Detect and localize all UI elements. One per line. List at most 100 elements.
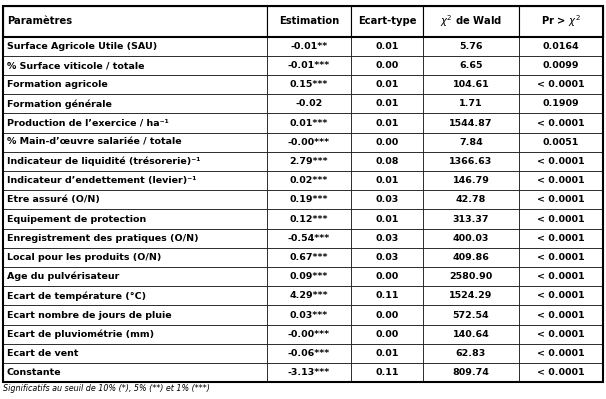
- Bar: [3, 190, 267, 209]
- Bar: [423, 152, 519, 171]
- Text: 6.65: 6.65: [459, 61, 483, 70]
- Bar: [351, 37, 423, 56]
- Text: < 0.0001: < 0.0001: [537, 176, 585, 185]
- Bar: [423, 56, 519, 75]
- Bar: [423, 113, 519, 133]
- Bar: [519, 286, 603, 306]
- Bar: [423, 94, 519, 113]
- Text: 0.01: 0.01: [375, 176, 399, 185]
- Bar: [3, 306, 267, 325]
- Text: 400.03: 400.03: [453, 234, 489, 243]
- Bar: [519, 306, 603, 325]
- Bar: [267, 286, 351, 306]
- Text: -0.00***: -0.00***: [288, 138, 330, 147]
- Text: -0.00***: -0.00***: [288, 330, 330, 339]
- Text: 313.37: 313.37: [453, 215, 489, 223]
- Text: 0.00: 0.00: [375, 138, 399, 147]
- Bar: [351, 286, 423, 306]
- Text: Ecart de pluviométrie (mm): Ecart de pluviométrie (mm): [7, 330, 154, 339]
- Text: < 0.0001: < 0.0001: [537, 80, 585, 89]
- Text: 0.19***: 0.19***: [290, 196, 328, 204]
- Text: 0.02***: 0.02***: [290, 176, 328, 185]
- Text: 0.67***: 0.67***: [290, 253, 328, 262]
- Text: % Surface viticole / totale: % Surface viticole / totale: [7, 61, 144, 70]
- Bar: [267, 344, 351, 363]
- Bar: [351, 75, 423, 94]
- Text: -3.13***: -3.13***: [288, 368, 330, 377]
- Text: 0.03: 0.03: [375, 196, 399, 204]
- Text: 7.84: 7.84: [459, 138, 483, 147]
- Text: 0.00: 0.00: [375, 272, 399, 281]
- Text: 1366.63: 1366.63: [450, 157, 493, 166]
- Text: 0.01: 0.01: [375, 42, 399, 51]
- Text: 140.64: 140.64: [453, 330, 490, 339]
- Text: Etre assuré (O/N): Etre assuré (O/N): [7, 196, 99, 204]
- Bar: [351, 306, 423, 325]
- Text: -0.54***: -0.54***: [288, 234, 330, 243]
- Text: 0.11: 0.11: [375, 368, 399, 377]
- Bar: [3, 133, 267, 152]
- Text: 0.01: 0.01: [375, 349, 399, 358]
- Text: 0.03***: 0.03***: [290, 310, 328, 320]
- Bar: [267, 306, 351, 325]
- Text: < 0.0001: < 0.0001: [537, 253, 585, 262]
- Text: < 0.0001: < 0.0001: [537, 119, 585, 128]
- Bar: [267, 133, 351, 152]
- Text: 0.0099: 0.0099: [543, 61, 579, 70]
- Bar: [351, 267, 423, 286]
- Bar: [351, 344, 423, 363]
- Bar: [423, 190, 519, 209]
- Bar: [351, 363, 423, 382]
- Text: < 0.0001: < 0.0001: [537, 234, 585, 243]
- Text: Pr > $\chi^2$: Pr > $\chi^2$: [541, 13, 581, 29]
- Bar: [267, 94, 351, 113]
- Bar: [267, 37, 351, 56]
- Bar: [423, 171, 519, 190]
- Text: 0.00: 0.00: [375, 330, 399, 339]
- Bar: [423, 37, 519, 56]
- Text: 0.0051: 0.0051: [543, 138, 579, 147]
- Bar: [519, 75, 603, 94]
- Bar: [519, 113, 603, 133]
- Bar: [3, 344, 267, 363]
- Text: 0.00: 0.00: [375, 310, 399, 320]
- Bar: [519, 363, 603, 382]
- Text: Formation générale: Formation générale: [7, 99, 112, 109]
- Bar: [267, 56, 351, 75]
- Text: < 0.0001: < 0.0001: [537, 368, 585, 377]
- Bar: [519, 190, 603, 209]
- Text: 0.00: 0.00: [375, 61, 399, 70]
- Text: Ecart de vent: Ecart de vent: [7, 349, 78, 358]
- Bar: [423, 325, 519, 344]
- Bar: [423, 6, 519, 37]
- Text: Estimation: Estimation: [279, 16, 339, 26]
- Text: < 0.0001: < 0.0001: [537, 291, 585, 300]
- Bar: [351, 56, 423, 75]
- Text: Ecart de température (°C): Ecart de température (°C): [7, 291, 146, 300]
- Bar: [267, 75, 351, 94]
- Bar: [267, 229, 351, 248]
- Bar: [423, 209, 519, 229]
- Bar: [423, 344, 519, 363]
- Text: 0.15***: 0.15***: [290, 80, 328, 89]
- Bar: [423, 229, 519, 248]
- Bar: [519, 344, 603, 363]
- Bar: [351, 94, 423, 113]
- Text: 1544.87: 1544.87: [449, 119, 493, 128]
- Bar: [351, 171, 423, 190]
- Bar: [267, 113, 351, 133]
- Bar: [351, 190, 423, 209]
- Text: 0.01***: 0.01***: [290, 119, 328, 128]
- Bar: [3, 171, 267, 190]
- Text: 5.76: 5.76: [459, 42, 483, 51]
- Bar: [519, 94, 603, 113]
- Bar: [3, 152, 267, 171]
- Text: 0.11: 0.11: [375, 291, 399, 300]
- Text: < 0.0001: < 0.0001: [537, 196, 585, 204]
- Text: 0.03: 0.03: [375, 234, 399, 243]
- Text: < 0.0001: < 0.0001: [537, 330, 585, 339]
- Bar: [267, 6, 351, 37]
- Text: Formation agricole: Formation agricole: [7, 80, 107, 89]
- Bar: [519, 56, 603, 75]
- Text: Ecart-type: Ecart-type: [358, 16, 416, 26]
